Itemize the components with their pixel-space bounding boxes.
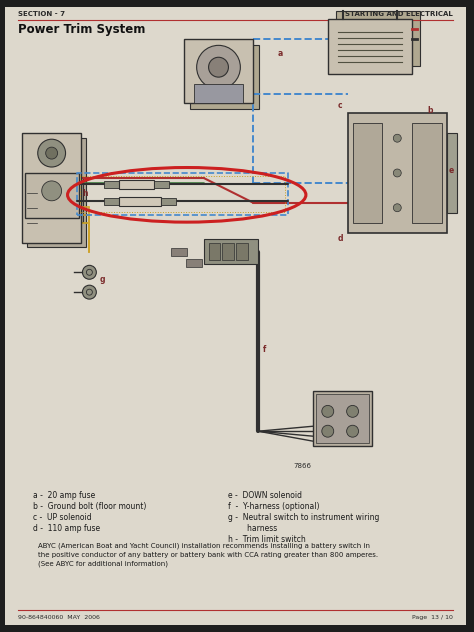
Bar: [119, 180, 154, 189]
Bar: [184, 39, 253, 104]
Text: 90-864840060  MAY  2006: 90-864840060 MAY 2006: [18, 616, 100, 621]
Text: g: g: [100, 275, 105, 284]
Circle shape: [393, 134, 401, 142]
Bar: [29, 177, 83, 222]
Text: d: d: [337, 233, 343, 243]
Circle shape: [346, 425, 358, 437]
Bar: [190, 45, 259, 109]
Bar: [186, 259, 201, 267]
Bar: [353, 123, 383, 222]
Bar: [336, 11, 420, 66]
Bar: [222, 243, 235, 260]
Bar: [119, 197, 161, 206]
Circle shape: [38, 139, 65, 167]
Text: h -  Trim limit switch: h - Trim limit switch: [228, 535, 306, 544]
Bar: [237, 243, 248, 260]
Bar: [104, 198, 119, 205]
Bar: [447, 133, 457, 213]
Bar: [104, 181, 119, 188]
Text: f: f: [263, 344, 266, 354]
Text: a -  20 amp fuse: a - 20 amp fuse: [33, 491, 95, 501]
Bar: [161, 198, 176, 205]
Bar: [412, 123, 442, 222]
Text: SECTION - 7: SECTION - 7: [18, 11, 65, 17]
Text: 7866: 7866: [293, 463, 311, 469]
Bar: [25, 173, 80, 217]
Bar: [204, 238, 258, 264]
Bar: [22, 133, 82, 243]
Text: Page  13 / 10: Page 13 / 10: [412, 616, 453, 621]
Bar: [171, 248, 187, 257]
Bar: [154, 181, 169, 188]
Bar: [328, 19, 412, 74]
Text: b -  Ground bolt (floor mount): b - Ground bolt (floor mount): [33, 502, 146, 511]
Text: a: a: [278, 49, 283, 58]
Circle shape: [346, 405, 358, 417]
Circle shape: [197, 46, 240, 89]
Circle shape: [82, 265, 96, 279]
Text: c -  UP solenoid: c - UP solenoid: [33, 513, 91, 522]
Text: h: h: [82, 189, 88, 198]
Circle shape: [322, 405, 334, 417]
Text: STARTING AND ELECTRICAL: STARTING AND ELECTRICAL: [345, 11, 453, 17]
Text: e -  DOWN solenoid: e - DOWN solenoid: [228, 491, 302, 501]
Circle shape: [46, 147, 58, 159]
Circle shape: [82, 285, 96, 299]
Circle shape: [42, 181, 62, 201]
Text: ABYC (American Boat and Yacht Council) installation recommends installing a batt: ABYC (American Boat and Yacht Council) i…: [38, 542, 378, 568]
Bar: [313, 391, 373, 446]
Text: c: c: [337, 101, 342, 111]
Bar: [316, 394, 369, 443]
Bar: [27, 138, 86, 248]
Text: b: b: [427, 106, 433, 116]
Bar: [347, 113, 447, 233]
Circle shape: [322, 425, 334, 437]
Text: Power Trim System: Power Trim System: [18, 23, 145, 37]
Circle shape: [393, 204, 401, 212]
Bar: [209, 243, 220, 260]
Circle shape: [393, 169, 401, 177]
Bar: [194, 83, 243, 104]
Circle shape: [209, 58, 228, 77]
Text: g -  Neutral switch to instrument wiring: g - Neutral switch to instrument wiring: [228, 513, 380, 522]
Text: d -  110 amp fuse: d - 110 amp fuse: [33, 524, 100, 533]
Text: f  -  Y-harness (optional): f - Y-harness (optional): [228, 502, 320, 511]
Text: harness: harness: [228, 524, 278, 533]
Text: e: e: [449, 166, 454, 175]
